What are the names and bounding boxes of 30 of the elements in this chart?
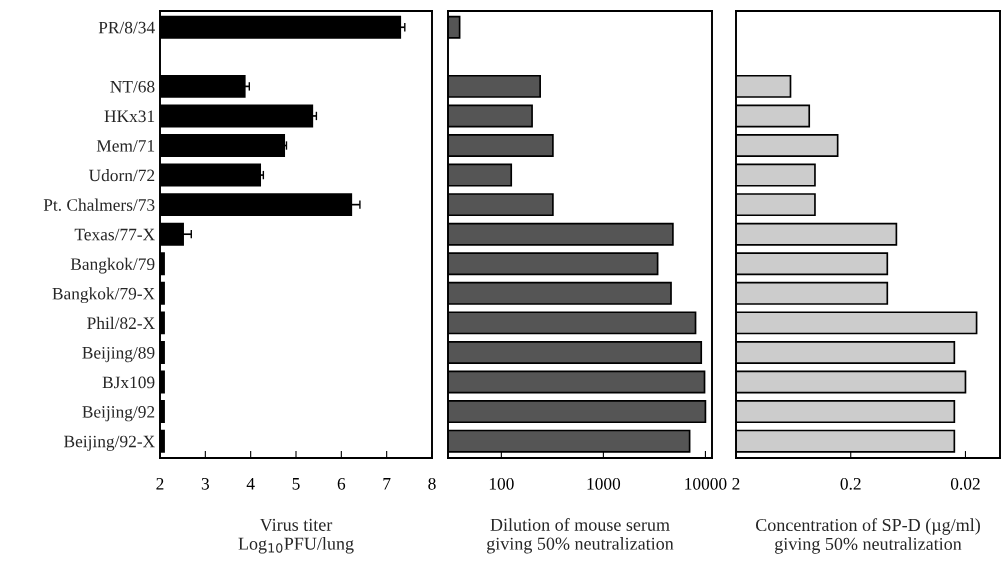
x-tick-label: 0.02 — [950, 477, 980, 490]
x-tick-label: 1000 — [587, 477, 621, 490]
y-tick-label: Pt. Chalmers/73 — [43, 198, 155, 211]
y-tick-label: BJx109 — [102, 376, 155, 389]
y-tick-label: HKx31 — [104, 110, 155, 123]
x-tick-label: 0.2 — [840, 477, 861, 490]
y-tick-label: Beijing/92 — [82, 406, 155, 422]
x-tick-label: 2 — [156, 478, 164, 490]
x-tick-label: 100 — [489, 477, 514, 490]
x-tick-label: 7 — [383, 478, 391, 490]
y-tick-label: PR/8/34 — [98, 21, 155, 34]
y-tick-label: Bangkok/79-X — [52, 287, 155, 304]
x-tick-label: 4 — [246, 478, 255, 490]
x-tick-label: 3 — [201, 478, 209, 490]
x-tick-label: 8 — [428, 477, 436, 490]
x-tick-label: 2 — [732, 478, 740, 490]
y-tick-label: Texas/77-X — [74, 228, 155, 241]
y-tick-label: Phil/82-X — [87, 316, 155, 330]
y-tick-label: Bangkok/79 — [70, 257, 155, 274]
x-tick-label: 5 — [292, 478, 300, 490]
y-tick-label: NT/68 — [110, 80, 155, 93]
x-axis-title: Dilution of mouse serum giving 50% neutralization — [487, 518, 674, 554]
x-axis-title: Virus titer Log$_{10}$PFU/lung — [238, 518, 354, 554]
y-tick-label: Beijing/92-X — [64, 435, 155, 451]
x-tick-label: 6 — [337, 478, 346, 490]
x-tick-label: 10000 — [685, 477, 727, 490]
y-tick-label: Udorn/72 — [88, 169, 155, 182]
y-tick-label: Mem/71 — [96, 140, 155, 152]
x-axis-title: Concentration of SP-D (µg/ml) giving 50% neutralization — [755, 518, 980, 554]
y-tick-label: Beijing/89 — [82, 346, 155, 363]
